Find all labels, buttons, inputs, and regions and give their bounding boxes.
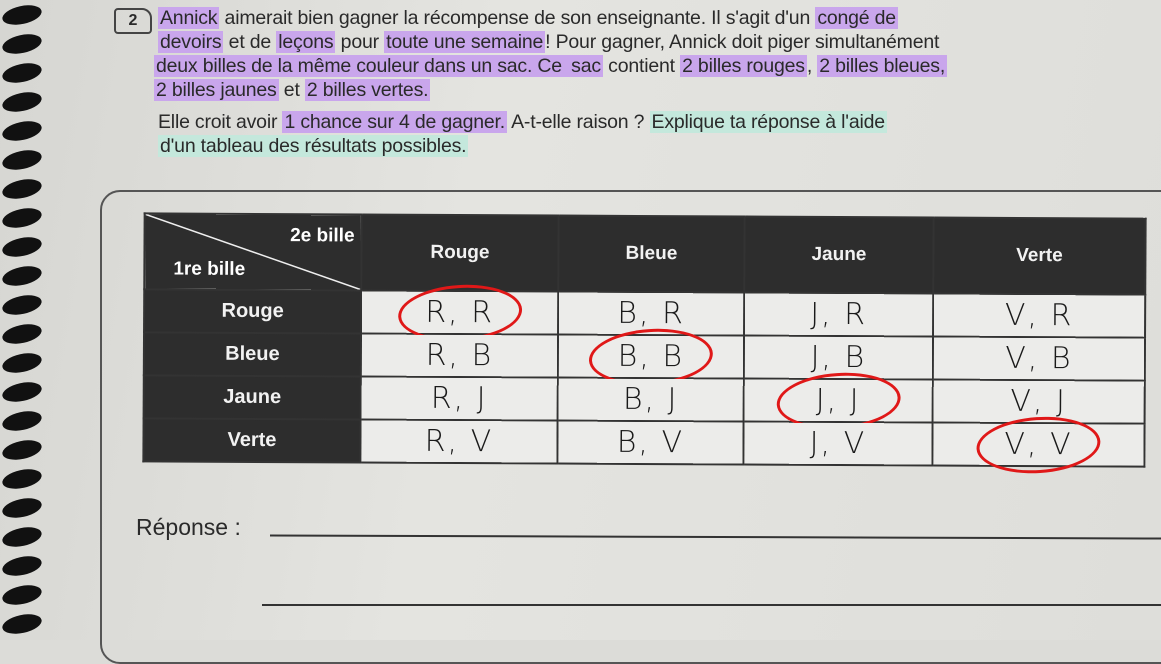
spiral-ring	[0, 582, 44, 608]
handwritten-outcome: B, J	[622, 381, 679, 418]
column-header: Jaune	[744, 216, 934, 294]
highlighted-text: congé de	[815, 7, 898, 29]
highlighted-text: 2 billes bleues,	[817, 55, 948, 77]
outcome-cell: J, R	[744, 292, 934, 337]
outcome-cell: R, B	[360, 333, 559, 378]
spiral-ring	[0, 118, 44, 144]
text-line: 2 billes jaunes et 2 billes vertes.	[154, 78, 947, 102]
text-line: Annick aimerait bien gagner la récompens…	[158, 6, 947, 30]
second-marble-label: 2e bille	[290, 225, 355, 247]
outcome-cell: J, V	[743, 421, 933, 466]
outcome-cell: B, B	[557, 324, 745, 389]
spiral-ring	[0, 408, 44, 434]
outcome-cell: J, J	[743, 368, 933, 433]
handwritten-outcome: B, R	[617, 295, 686, 332]
text-line: devoirs et de leçons pour toute une sema…	[158, 30, 947, 54]
handwritten-outcome: R, B	[425, 337, 494, 374]
spiral-ring	[0, 611, 44, 637]
spiral-ring	[0, 89, 44, 115]
spiral-ring	[0, 147, 44, 173]
highlighted-text: 1 chance sur 4 de gagner.	[282, 111, 507, 133]
text-segment: ! Pour gagner, Annick doit piger simulta…	[545, 31, 940, 53]
row-header: Bleue	[143, 332, 362, 377]
handwritten-outcome: B, V	[616, 424, 685, 461]
spiral-ring	[0, 553, 44, 579]
highlighted-text: devoirs	[158, 31, 224, 53]
outcome-cell: V, R	[933, 293, 1146, 338]
spiral-ring	[0, 176, 44, 202]
question-number: 2	[114, 8, 152, 34]
response-label: Réponse :	[136, 514, 241, 540]
spiral-binding	[0, 0, 44, 640]
text-segment: et	[278, 79, 305, 101]
row-header: Verte	[143, 418, 361, 463]
text-segment: contient	[602, 55, 681, 77]
spiral-ring	[0, 205, 44, 231]
handwritten-outcome: J, V	[809, 425, 867, 462]
row-header: Jaune	[143, 375, 361, 420]
highlighted-text: d'un tableau des résultats possibles.	[158, 135, 469, 157]
table-row: Jaune R, J B, J J, J V, J	[143, 368, 1145, 433]
outcome-cell: R, V	[360, 419, 558, 464]
first-marble-label: 1re bille	[173, 258, 246, 280]
spiral-ring	[0, 437, 44, 463]
highlighted-text: deux billes de la même couleur dans un s…	[154, 55, 570, 77]
column-header: Rouge	[361, 214, 559, 292]
handwritten-outcome: V, J	[1010, 383, 1067, 420]
handwritten-outcome: R, V	[424, 423, 494, 460]
spiral-ring	[0, 524, 44, 550]
row-header: Rouge	[144, 289, 362, 334]
text-segment: aimerait bien gagner la récompense de so…	[219, 7, 816, 29]
highlighted-text: leçons	[276, 31, 336, 53]
text-segment: pour	[335, 31, 385, 53]
highlighted-text: 2 billes jaunes	[154, 79, 279, 101]
handwritten-outcome: R, J	[430, 380, 488, 417]
highlighted-text: 2 billes rouges	[680, 55, 807, 77]
outcome-cell: B, J	[557, 377, 744, 422]
handwritten-outcome: V, B	[1005, 340, 1073, 377]
spiral-ring	[0, 379, 44, 405]
outcome-cell: R, J	[360, 376, 558, 421]
spiral-ring	[0, 292, 44, 318]
highlighted-text: sac	[569, 55, 603, 77]
outcome-cell: B, V	[557, 420, 744, 465]
column-header: Bleue	[558, 215, 745, 293]
text-line: Elle croit avoir 1 chance sur 4 de gagne…	[158, 110, 947, 134]
text-segment: et de	[223, 31, 277, 53]
results-table: 2e bille 1re bille Rouge Bleue Jaune Ver…	[142, 212, 1146, 477]
outcome-cell: V, V	[932, 412, 1145, 477]
text-line: deux billes de la même couleur dans un s…	[154, 54, 948, 78]
highlighted-text: Annick	[158, 7, 220, 29]
table-corner-header: 2e bille 1re bille	[144, 213, 362, 291]
spiral-ring	[0, 466, 44, 492]
spiral-ring	[0, 234, 44, 260]
problem-statement: Annick aimerait bien gagner la récompens…	[154, 6, 948, 158]
spiral-ring	[0, 495, 44, 521]
text-line: d'un tableau des résultats possibles.	[158, 134, 947, 158]
highlighted-text: 2 billes vertes.	[304, 79, 431, 101]
text-segment: Elle croit avoir	[158, 111, 283, 133]
outcome-cell: R, R	[361, 280, 559, 345]
spiral-ring	[0, 60, 44, 86]
spiral-ring	[0, 263, 44, 289]
handwritten-outcome: J, R	[810, 296, 868, 333]
outcome-cell: V, B	[932, 336, 1146, 381]
spiral-ring	[0, 350, 44, 376]
handwritten-outcome: J, B	[810, 339, 867, 376]
handwritten-outcome: V, R	[1004, 297, 1074, 334]
column-header: Verte	[933, 217, 1146, 295]
spiral-ring	[0, 2, 44, 28]
table-row: Bleue R, B B, B J, B V, B	[143, 324, 1146, 389]
spiral-ring	[0, 31, 44, 57]
response-line[interactable]	[262, 604, 1161, 606]
text-segment: A-t-elle raison ?	[506, 111, 650, 133]
highlighted-text: toute une semaine	[384, 31, 546, 53]
highlighted-text: Explique ta réponse à l'aide	[649, 111, 887, 133]
spiral-ring	[0, 321, 44, 347]
table-row: Verte R, V B, V J, V V, V	[143, 412, 1145, 477]
text-segment: ,	[806, 55, 818, 77]
